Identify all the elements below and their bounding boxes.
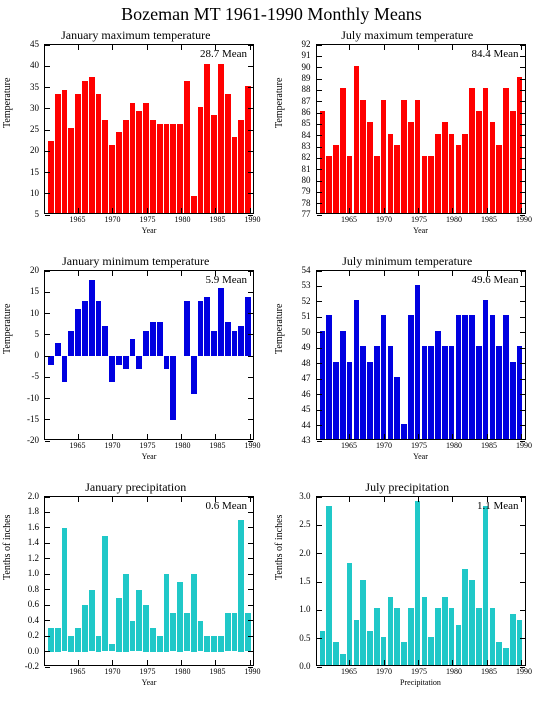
ylabel-jan_precip: Tenths of inches (2, 515, 13, 580)
xticks-jan_max: 196519701975198019851990 (44, 215, 254, 225)
yticks-jul_max: 77787980818283848586878889909192 (286, 44, 314, 214)
charts-grid: January maximum temperature Temperature … (0, 28, 543, 700)
subtitle-jul_precip: July precipitation (272, 480, 543, 495)
plot-jul_min: 49.6 Mean (316, 270, 526, 440)
xlabel-jan_min: Year (44, 452, 254, 461)
panel-jul_min: July minimum temperature Temperature 434… (272, 254, 543, 474)
mean-jan_min: 5.9 Mean (205, 274, 247, 286)
ylabel-jan_max: Temperature (2, 78, 13, 128)
plot-jan_min: 5.9 Mean (44, 270, 254, 440)
ylabel-jul_min: Temperature (274, 304, 285, 354)
mean-jul_precip: 1.1 Mean (477, 500, 519, 512)
yticks-jan_max: 51015202530354045 (14, 44, 42, 214)
panel-jan_precip: January precipitation Tenths of inches -… (0, 480, 272, 700)
subtitle-jan_max: January maximum temperature (0, 28, 272, 43)
mean-jan_max: 28.7 Mean (200, 48, 247, 60)
xlabel-jul_precip: Precipitation (316, 678, 526, 687)
yticks-jan_min: -20-15-10-505101520 (14, 270, 42, 440)
xticks-jul_precip: 196519701975198019851990 (316, 667, 526, 677)
ylabel-jul_precip: Tenths of inches (274, 515, 285, 580)
main-title: Bozeman MT 1961-1990 Monthly Means (0, 4, 543, 25)
ylabel-jul_max: Temperature (274, 78, 285, 128)
plot-jul_max: 84.4 Mean (316, 44, 526, 214)
xlabel-jul_min: Year (316, 452, 526, 461)
subtitle-jan_precip: January precipitation (0, 480, 272, 495)
xticks-jul_min: 196519701975198019851990 (316, 441, 526, 451)
xticks-jan_precip: 196519701975198019851990 (44, 667, 254, 677)
xticks-jul_max: 196519701975198019851990 (316, 215, 526, 225)
panel-jan_max: January maximum temperature Temperature … (0, 28, 272, 248)
xticks-jan_min: 196519701975198019851990 (44, 441, 254, 451)
xlabel-jul_max: Year (316, 226, 526, 235)
panel-jul_precip: July precipitation Tenths of inches 0.00… (272, 480, 543, 700)
subtitle-jul_min: July minimum temperature (272, 254, 543, 269)
subtitle-jan_min: January minimum temperature (0, 254, 272, 269)
panel-jan_min: January minimum temperature Temperature … (0, 254, 272, 474)
xlabel-jan_precip: Year (44, 678, 254, 687)
page-container: Bozeman MT 1961-1990 Monthly Means Janua… (0, 0, 543, 711)
plot-jan_max: 28.7 Mean (44, 44, 254, 214)
mean-jul_max: 84.4 Mean (471, 48, 518, 60)
mean-jul_min: 49.6 Mean (471, 274, 518, 286)
ylabel-jan_min: Temperature (2, 304, 13, 354)
yticks-jan_precip: -0.20.00.20.40.60.81.01.21.41.61.82.0 (14, 496, 42, 666)
yticks-jul_precip: 0.00.51.01.52.02.53.0 (286, 496, 314, 666)
xlabel-jan_max: Year (44, 226, 254, 235)
panel-jul_max: July maximum temperature Temperature 777… (272, 28, 543, 248)
mean-jan_precip: 0.6 Mean (205, 500, 247, 512)
yticks-jul_min: 434445464748495051525354 (286, 270, 314, 440)
plot-jan_precip: 0.6 Mean (44, 496, 254, 666)
subtitle-jul_max: July maximum temperature (272, 28, 543, 43)
plot-jul_precip: 1.1 Mean (316, 496, 526, 666)
